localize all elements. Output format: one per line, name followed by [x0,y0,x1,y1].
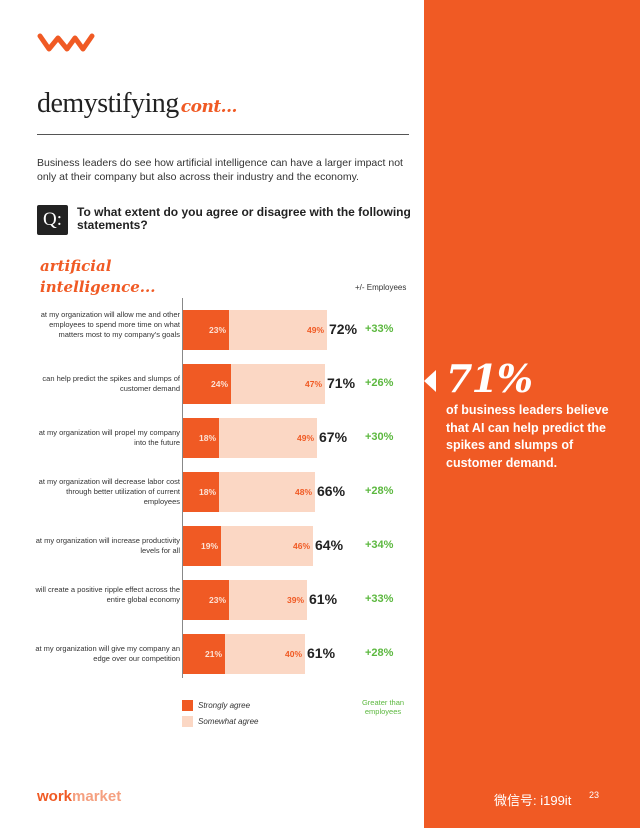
legend-label-strongly: Strongly agree [198,701,251,710]
row-label: at my organization will allow me and oth… [40,310,180,339]
data-label-strongly: 19% [200,541,218,551]
employee-delta: +30% [365,431,394,443]
total-label: 61% [307,645,336,661]
bar-strongly-agree [183,526,221,566]
total-label: 72% [329,321,358,337]
employee-delta: +26% [365,377,394,389]
callout-panel [424,0,640,828]
chart-script-title: artificial intelligence... [40,256,155,298]
bar-somewhat-agree [219,418,317,458]
chart-baseline [182,298,183,678]
chart-script-title-line-2: intelligence... [40,278,156,296]
row-label: at my organization will give my company … [35,644,180,663]
data-label-somewhat: 40% [284,649,302,659]
row-label: at my organization will increase product… [35,536,180,555]
brand-wordmark: workmarket [37,788,122,805]
workmarket-logo-icon [37,33,95,52]
data-label-strongly: 24% [210,379,228,389]
chart-script-title-line-1: artificial [40,257,112,275]
page-number: 23 [589,790,600,800]
total-label: 67% [319,429,348,445]
section-title: demystifying cont... [37,88,238,119]
row-label: can help predict the spikes and slumps o… [42,374,180,393]
callout-arrow-icon [424,370,436,392]
employee-delta: +34% [365,539,394,551]
data-label-strongly: 18% [198,487,216,497]
legend-swatch-somewhat [182,716,193,727]
bar-strongly-agree [183,310,229,350]
bar-strongly-agree [183,418,219,458]
data-label-somewhat: 49% [306,325,324,335]
row-label: at my organization will decrease labor c… [38,477,180,506]
section-title-suffix: cont... [180,97,238,117]
bar-somewhat-agree [231,364,325,404]
employee-delta: +33% [365,323,394,335]
bar-strongly-agree [183,472,219,512]
data-label-somewhat: 47% [304,379,322,389]
data-label-strongly: 23% [208,595,226,605]
data-label-somewhat: 46% [292,541,310,551]
bar-somewhat-agree [229,580,307,620]
data-label-somewhat: 48% [294,487,312,497]
question-text: To what extent do you agree or disagree … [77,205,411,232]
content-panel: demystifying cont... Business leaders do … [35,33,411,805]
legend-swatch-strongly [182,700,193,711]
data-label-somewhat: 39% [286,595,304,605]
watermark-text: 微信号: i199it [494,793,572,808]
data-label-strongly: 23% [208,325,226,335]
employee-delta: +28% [365,647,394,659]
employee-delta: +28% [365,485,394,497]
legend-label-somewhat: Somewhat agree [198,717,259,726]
data-label-somewhat: 49% [296,433,314,443]
total-label: 66% [317,483,346,499]
bar-somewhat-agree [221,526,313,566]
data-label-strongly: 18% [198,433,216,443]
intro-text: Business leaders do see how artificial i… [37,157,403,183]
employees-column-header: +/- Employees [355,283,407,292]
data-label-strongly: 21% [204,649,222,659]
divider [37,134,409,135]
employee-delta: +33% [365,593,394,605]
total-label: 71% [327,375,356,391]
question-badge: Q: [37,205,68,235]
legend-note-greater: Greater than employees [361,698,405,716]
callout-stat: 71% [446,356,533,401]
bar-strongly-agree [183,634,225,674]
bar-strongly-agree [183,364,231,404]
bar-somewhat-agree [219,472,315,512]
row-label: at my organization will propel my compan… [38,428,180,447]
bar-somewhat-agree [225,634,305,674]
total-label: 64% [315,537,344,553]
row-label: will create a positive ripple effect acr… [35,585,180,604]
callout-text: of business leaders believe that AI can … [446,403,609,470]
bar-strongly-agree [183,580,229,620]
bar-somewhat-agree [229,310,327,350]
total-label: 61% [309,591,338,607]
